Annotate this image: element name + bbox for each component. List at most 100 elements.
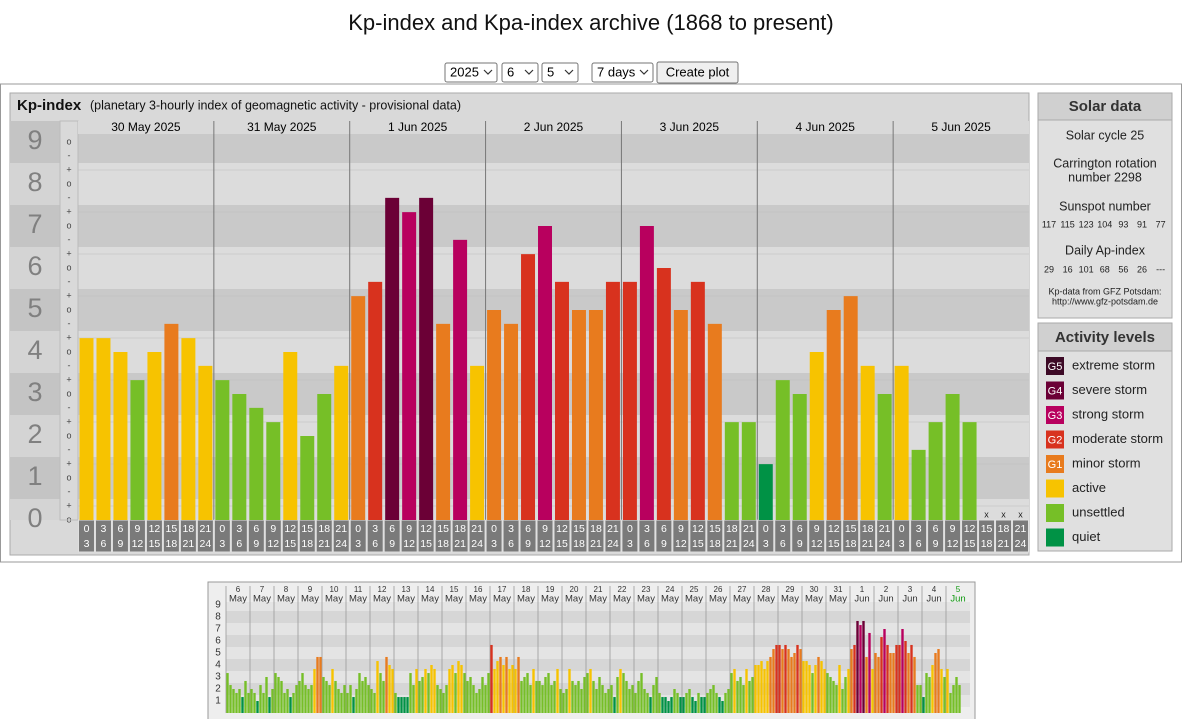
hour-from: 9 (950, 523, 956, 535)
ap-value: 26 (1137, 264, 1147, 274)
bar (619, 668, 622, 713)
y-minor-mark: o (66, 220, 71, 230)
button-label[interactable]: Create plot (666, 64, 730, 79)
select-arrow[interactable] (564, 69, 574, 75)
bar (301, 673, 304, 713)
hour-from: 0 (355, 523, 361, 535)
select-arrow[interactable] (483, 69, 493, 75)
bar (113, 352, 128, 520)
bar (691, 697, 694, 713)
bar (778, 644, 781, 713)
date-label: 3 Jun 2025 (660, 120, 720, 134)
overview-y-label: 7 (215, 624, 221, 635)
bar (520, 680, 523, 713)
bar (266, 422, 281, 520)
level-name: extreme storm (1072, 357, 1155, 372)
sunspot-value: 123 (1079, 219, 1094, 229)
hour-to: 12 (947, 538, 959, 550)
select-value[interactable]: 7 days (597, 64, 636, 79)
overview-band (226, 635, 970, 647)
bar (274, 673, 277, 713)
bar (751, 677, 754, 713)
hour-from: 18 (726, 523, 738, 535)
select-value[interactable]: 6 (507, 64, 514, 79)
bar (823, 668, 826, 713)
bar (639, 226, 654, 520)
date-label: 1 Jun 2025 (388, 120, 448, 134)
bar (198, 365, 213, 520)
bar (763, 668, 766, 713)
bar (844, 677, 847, 713)
hour-cell (1012, 519, 1030, 553)
overview-band (226, 647, 970, 659)
select-value[interactable]: 2025 (450, 64, 479, 79)
hour-to: 6 (372, 538, 378, 550)
bar (235, 692, 238, 713)
bar (670, 697, 673, 713)
hour-to: 21 (862, 538, 874, 550)
bar (700, 697, 703, 713)
hour-to: 15 (692, 538, 704, 550)
select-box[interactable] (501, 62, 539, 83)
bar (328, 685, 331, 713)
bar (241, 697, 244, 713)
hour-to: 15 (149, 538, 161, 550)
select-box[interactable] (591, 62, 654, 83)
hour-to: 6 (101, 538, 107, 550)
y-minor-mark: - (68, 486, 71, 496)
bar (283, 352, 298, 520)
bar (475, 692, 478, 713)
bar (901, 629, 904, 713)
sunspot-value: 91 (1137, 219, 1147, 229)
select-box[interactable] (541, 62, 579, 83)
y-label-cell (10, 247, 60, 289)
overview-day: 21 (594, 585, 603, 594)
select-value[interactable]: 5 (547, 64, 554, 79)
bar (463, 673, 466, 713)
bar (469, 677, 472, 713)
hour-to: 9 (118, 538, 124, 550)
hour-to: 24 (335, 538, 347, 550)
bar (547, 673, 550, 713)
bar (739, 677, 742, 713)
bar (922, 697, 925, 713)
y-minor-mark: + (66, 458, 71, 468)
select-arrow[interactable] (639, 69, 649, 75)
bar (232, 689, 235, 713)
hour-from: 12 (556, 523, 568, 535)
bar (283, 692, 286, 713)
bar (250, 689, 253, 713)
overview-month: May (565, 594, 583, 605)
bar (958, 685, 961, 713)
bar (808, 665, 811, 713)
bar (313, 668, 316, 713)
hour-to: 12 (539, 538, 551, 550)
hour-to: 12 (675, 538, 687, 550)
bar (535, 680, 538, 713)
select-arrow[interactable] (524, 69, 534, 75)
overview-day: 16 (474, 585, 483, 594)
bar (860, 365, 875, 520)
bar (496, 661, 499, 713)
button[interactable] (656, 61, 739, 84)
ap-value: 16 (1063, 264, 1073, 274)
y-tick-label: 2 (27, 419, 42, 449)
overview-band (226, 695, 970, 707)
select-box[interactable] (444, 62, 498, 83)
bar (658, 692, 661, 713)
bar (562, 692, 565, 713)
bar (787, 649, 790, 713)
date-header (78, 121, 1029, 134)
bar (730, 673, 733, 713)
hour-from: 6 (797, 523, 803, 535)
bar (445, 685, 448, 713)
bar (352, 697, 355, 713)
bar (673, 689, 676, 713)
bar (568, 668, 571, 713)
chart-subtitle: (planetary 3-hourly index of geomagnetic… (90, 98, 461, 112)
bar (928, 677, 931, 713)
bar (532, 668, 535, 713)
bar (742, 685, 745, 713)
bar (412, 685, 415, 713)
